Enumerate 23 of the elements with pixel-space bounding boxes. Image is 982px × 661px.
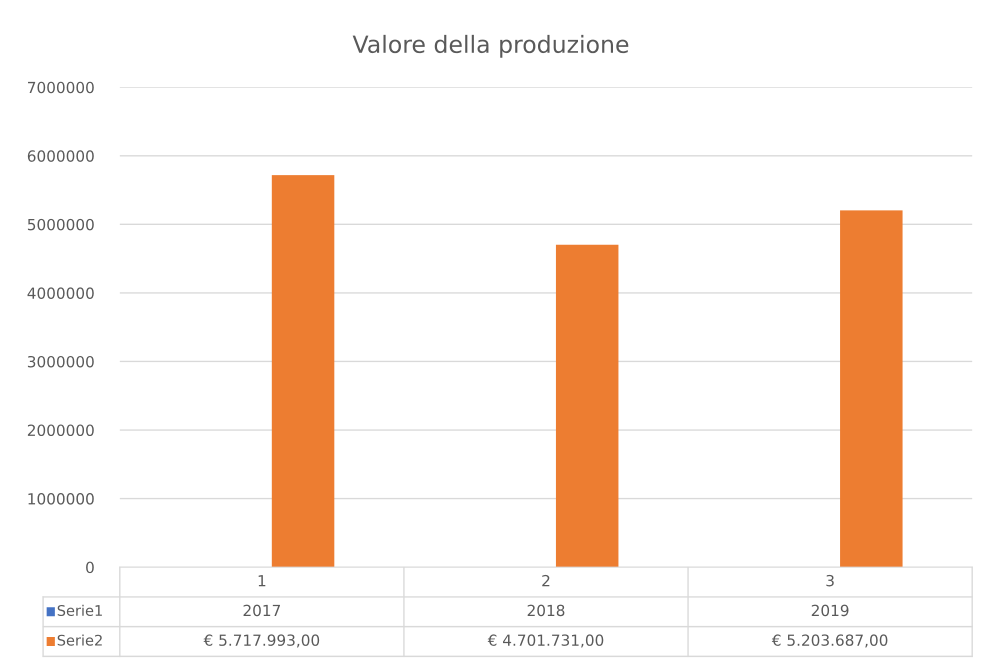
x-tick-label: 3 — [826, 574, 834, 586]
data-label: 2018 — [528, 604, 564, 616]
y-tick-label: 2000000 — [28, 424, 94, 436]
data-label: 2019 — [812, 604, 848, 616]
bar — [272, 175, 334, 568]
data-label: € 4.701.731,00 — [488, 634, 604, 648]
chart-title: Valore della produzione — [352, 34, 628, 58]
y-tick-label: 5000000 — [28, 218, 94, 230]
y-tick-label: 4000000 — [28, 287, 94, 299]
y-tick-label: 6000000 — [28, 150, 94, 162]
y-tick-label: 3000000 — [28, 356, 94, 368]
y-tick-label: 7000000 — [28, 82, 94, 94]
legend-label: Serie1 — [58, 604, 102, 616]
legend-label: Serie2 — [58, 634, 102, 646]
x-tick-label: 2 — [542, 574, 550, 586]
bar — [556, 244, 618, 568]
y-tick-label: 0 — [86, 562, 94, 574]
data-label: € 5.203.687,00 — [772, 634, 888, 648]
bar — [840, 210, 903, 568]
y-tick-label: 1000000 — [28, 493, 94, 505]
data-label: 2017 — [244, 604, 280, 616]
data-label: € 5.717.993,00 — [204, 634, 320, 648]
x-tick-label: 1 — [258, 575, 266, 586]
